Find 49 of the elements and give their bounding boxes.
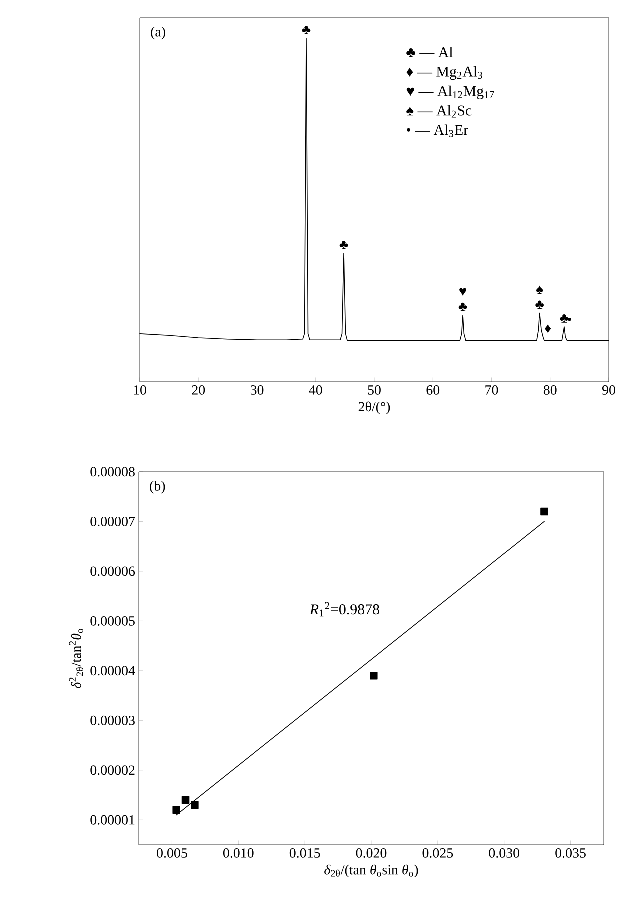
annotation: (b) — [150, 481, 166, 494]
annotation: ♣ — Al — [406, 47, 454, 58]
point — [370, 672, 378, 680]
annotation: • — Al$_{3}$Er — [407, 124, 468, 138]
text: δ$_{2θ}$/(tan θ$_{o}$sin θ$_{o}$) — [324, 864, 418, 878]
annotation: ♥ — [460, 288, 466, 296]
x-tick-label: 0.025 — [422, 848, 454, 858]
x-tick-label: 70 — [486, 386, 498, 395]
x-tick-label: 0.020 — [356, 848, 387, 858]
y-tick-label: 0.00005 — [90, 616, 135, 626]
y-tick-label: 0.00002 — [90, 766, 135, 776]
annotation: ♣ — [560, 314, 569, 323]
y-tick-label: 0.00003 — [90, 716, 135, 726]
x-tick-label: 0.030 — [489, 848, 520, 858]
point — [540, 508, 548, 516]
x-axis-title: 2θ/(°) — [358, 402, 390, 414]
annotation: (a) — [151, 26, 166, 40]
x-tick-label: 40 — [309, 386, 322, 395]
y-tick-label: 0.00008 — [90, 467, 135, 477]
y-tick-label: 0.00001 — [90, 815, 135, 825]
annotation: ♠ — [536, 286, 544, 294]
annotation: ♣ — [340, 241, 348, 250]
x-tick-label: 0.015 — [290, 848, 320, 858]
y-axis-title: δ$^{2}$$_{2θ}$/tan$^{2}$θ$_{o}$ — [69, 629, 84, 688]
x-tick-label: 0.035 — [556, 848, 586, 858]
annotation: ♣ — [536, 300, 544, 310]
annotation: • — [568, 318, 572, 322]
x-tick-label: 80 — [544, 386, 557, 395]
x-tick-label: 90 — [602, 386, 616, 395]
x-tick-label: 20 — [192, 386, 206, 395]
x-tick-label: 60 — [426, 386, 440, 395]
y-tick-label: 0.00007 — [90, 516, 136, 526]
y-tick-label: 0.00004 — [90, 666, 136, 676]
annotation: R$_{1}$$^{2}$=0.9878 — [310, 602, 380, 617]
x-tick-label: 30 — [250, 386, 264, 395]
point — [172, 806, 180, 814]
annotation: ♣ — [458, 302, 468, 312]
x-tick-label: 0.005 — [157, 848, 188, 858]
point — [191, 801, 199, 810]
annotation: ♦ — [544, 324, 552, 334]
y-tick-label: 0.00006 — [90, 566, 136, 576]
annotation: ♦ — Mg$_{2}$Al$_{3}$ — [406, 66, 482, 80]
x-tick-label: 50 — [368, 386, 381, 395]
annotation: ♣ — [302, 26, 311, 34]
x-tick-label: 0.010 — [223, 848, 254, 858]
point — [182, 796, 190, 804]
annotation: ♥ — Al$_{12}$Mg$_{17}$ — [406, 86, 494, 100]
x-tick-label: 10 — [134, 386, 146, 395]
annotation: ♠ — Al$_{2}$Sc — [406, 105, 472, 118]
